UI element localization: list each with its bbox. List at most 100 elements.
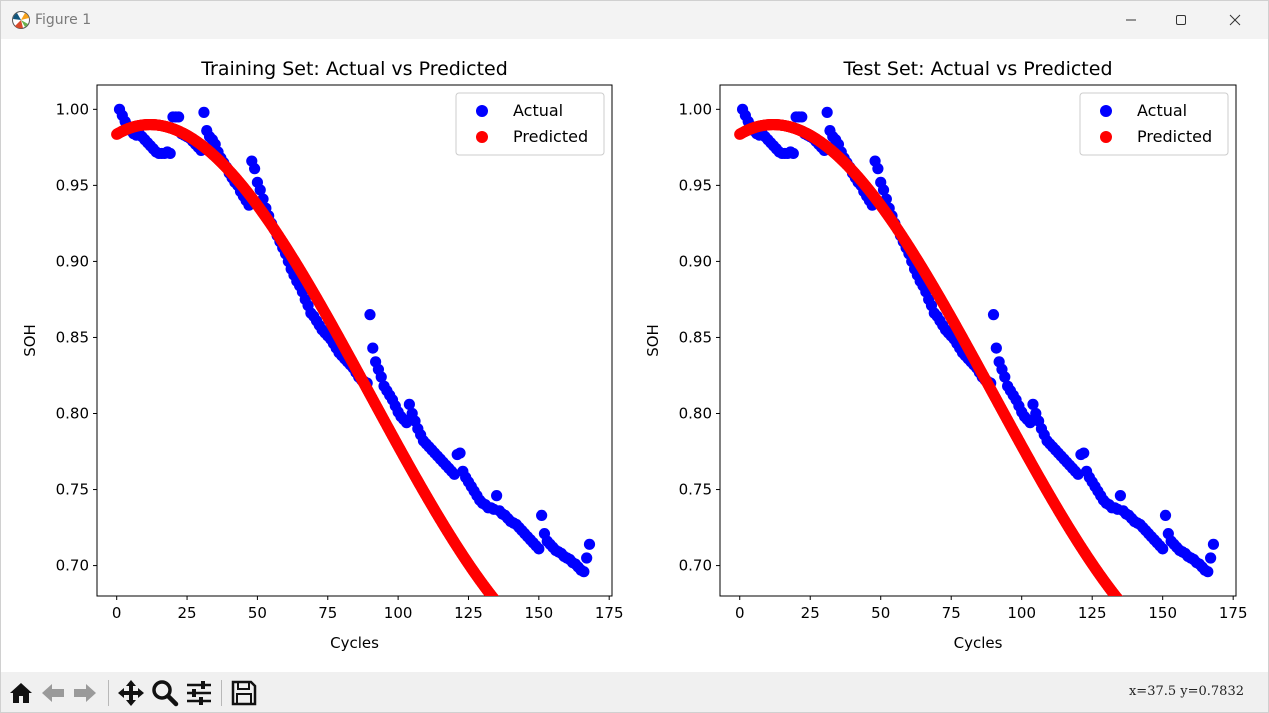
maximize-icon	[1176, 15, 1186, 25]
y-tick-label: 0.70	[679, 557, 712, 575]
predicted-point	[544, 647, 555, 658]
figure-canvas[interactable]: 0 25 50 75 100 125 150 175 0.70 0.75 0.80 0.85 0.90 0…	[1, 39, 1268, 672]
back-arrow-icon[interactable]	[39, 679, 67, 707]
predicted-point	[558, 654, 569, 665]
close-button[interactable]	[1210, 1, 1260, 39]
predicted-point	[569, 658, 580, 669]
x-tick-label: 0	[112, 604, 122, 622]
predicted-point	[1185, 655, 1196, 666]
minimize-button[interactable]	[1106, 1, 1156, 39]
x-tick-label: 150	[1148, 604, 1177, 622]
home-icon[interactable]	[7, 679, 35, 707]
predicted-point	[1144, 629, 1155, 640]
predicted-point	[508, 616, 519, 627]
predicted-point	[1127, 611, 1138, 622]
predicted-point	[1159, 640, 1170, 651]
y-tick-label: 0.85	[679, 328, 712, 346]
predicted-point	[507, 615, 518, 626]
predicted-point	[540, 644, 551, 655]
predicted-point	[556, 654, 567, 665]
predicted-point	[1149, 632, 1160, 643]
predicted-point	[1126, 610, 1137, 621]
predicted-point	[546, 648, 557, 659]
x-tick-label: 75	[318, 604, 337, 622]
x-tick-label: 175	[595, 604, 624, 622]
predicted-point	[561, 655, 572, 666]
actual-point	[578, 566, 590, 578]
predicted-point	[554, 653, 565, 664]
predicted-point	[1161, 642, 1172, 653]
predicted-point	[527, 634, 538, 645]
predicted-point	[578, 660, 589, 671]
predicted-point	[1128, 612, 1139, 623]
configure-subplots-icon[interactable]	[185, 679, 213, 707]
predicted-point	[517, 625, 528, 636]
predicted-point	[1191, 657, 1202, 668]
predicted-point	[561, 656, 572, 667]
predicted-point	[1157, 639, 1168, 650]
predicted-point	[1142, 627, 1153, 638]
predicted-point	[1137, 622, 1148, 633]
predicted-point	[1115, 597, 1126, 608]
predicted-point	[528, 635, 539, 646]
maximize-button[interactable]	[1156, 1, 1206, 39]
predicted-point	[562, 656, 573, 667]
legend-box	[1079, 92, 1229, 156]
predicted-point	[521, 629, 532, 640]
predicted-point	[516, 624, 527, 635]
predicted-point	[575, 659, 586, 670]
actual-point	[1027, 398, 1039, 410]
predicted-point	[496, 603, 507, 614]
predicted-point	[541, 645, 552, 656]
predicted-point	[1173, 650, 1184, 661]
predicted-point	[495, 601, 506, 612]
figure-svg[interactable]: 0 25 50 75 100 125 150 175 0.70 0.75 0.80 0.85 0.90 0…	[1, 39, 1268, 672]
predicted-point	[1143, 627, 1154, 638]
predicted-point	[1178, 653, 1189, 664]
predicted-point	[1186, 656, 1197, 667]
predicted-point	[552, 651, 563, 662]
predicted-point	[1208, 660, 1219, 671]
predicted-point	[560, 655, 571, 666]
predicted-point	[494, 600, 505, 611]
predicted-point	[515, 623, 526, 634]
actual-point	[787, 147, 799, 160]
predicted-point	[495, 602, 506, 613]
x-tick-label: 50	[871, 604, 890, 622]
predicted-point	[568, 658, 579, 669]
predicted-point	[545, 648, 556, 659]
predicted-point	[1175, 651, 1186, 662]
predicted-point	[514, 622, 525, 633]
predicted-point	[1194, 658, 1205, 669]
predicted-point	[554, 652, 565, 663]
predicted-point	[502, 610, 513, 621]
predicted-point	[549, 650, 560, 661]
predicted-point	[1136, 620, 1147, 631]
predicted-point	[534, 640, 545, 651]
predicted-point	[505, 613, 516, 624]
predicted-point	[1167, 646, 1178, 657]
predicted-point	[1194, 658, 1205, 669]
predicted-point	[499, 607, 510, 618]
actual-point	[173, 111, 185, 123]
x-tick-label: 25	[178, 604, 197, 622]
predicted-point	[509, 618, 520, 629]
predicted-point	[1151, 635, 1162, 646]
predicted-point	[578, 660, 589, 671]
zoom-icon[interactable]	[151, 679, 179, 707]
predicted-point	[1154, 637, 1165, 648]
legend-predicted-label: Predicted	[513, 127, 588, 146]
pan-icon[interactable]	[117, 679, 145, 707]
predicted-point	[564, 657, 575, 668]
predicted-point	[1120, 603, 1131, 614]
save-icon[interactable]	[230, 679, 258, 707]
predicted-point	[581, 660, 592, 671]
y-tick-label: 0.95	[679, 176, 712, 194]
scatter-marks	[734, 103, 1220, 671]
predicted-point	[571, 658, 582, 669]
predicted-point	[549, 650, 560, 661]
forward-arrow-icon[interactable]	[71, 679, 99, 707]
predicted-point	[509, 617, 520, 628]
actual-point	[581, 552, 593, 564]
actual-point	[796, 111, 808, 123]
